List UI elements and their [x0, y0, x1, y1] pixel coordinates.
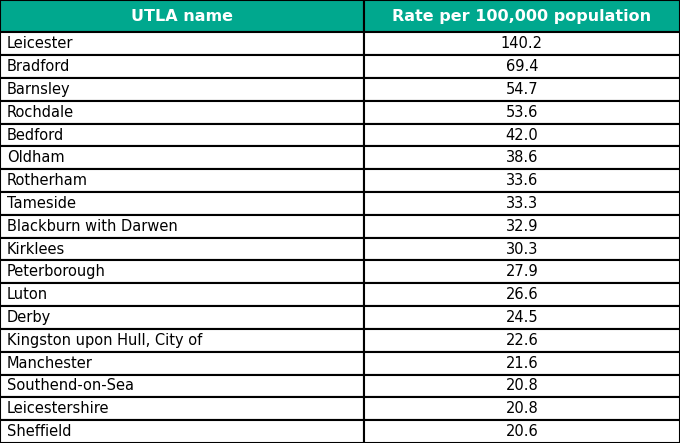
Bar — [0, 260, 364, 284]
Bar — [364, 237, 680, 260]
Bar — [364, 329, 680, 352]
Bar — [0, 306, 364, 329]
Bar — [0, 32, 364, 55]
Bar — [364, 397, 680, 420]
Text: Sheffield: Sheffield — [7, 424, 71, 439]
Bar — [0, 397, 364, 420]
Bar — [0, 192, 364, 215]
Bar — [0, 329, 364, 352]
Bar — [364, 101, 680, 124]
Text: Barnsley: Barnsley — [7, 82, 71, 97]
Text: 20.8: 20.8 — [505, 401, 539, 416]
Text: Kirklees: Kirklees — [7, 241, 65, 256]
Text: Rochdale: Rochdale — [7, 105, 74, 120]
Bar — [364, 306, 680, 329]
Bar — [364, 284, 680, 306]
Text: Kingston upon Hull, City of: Kingston upon Hull, City of — [7, 333, 202, 348]
Text: 27.9: 27.9 — [505, 264, 539, 280]
Bar — [364, 375, 680, 397]
Text: 20.8: 20.8 — [505, 378, 539, 393]
Text: UTLA name: UTLA name — [131, 9, 233, 23]
Text: Leicester: Leicester — [7, 36, 73, 51]
Text: 53.6: 53.6 — [506, 105, 538, 120]
Text: Oldham: Oldham — [7, 150, 65, 165]
Bar — [364, 352, 680, 375]
Bar — [0, 0, 364, 32]
Bar — [0, 101, 364, 124]
Text: 140.2: 140.2 — [501, 36, 543, 51]
Bar — [364, 78, 680, 101]
Text: 69.4: 69.4 — [506, 59, 538, 74]
Bar — [364, 192, 680, 215]
Bar — [0, 124, 364, 146]
Text: Southend-on-Sea: Southend-on-Sea — [7, 378, 134, 393]
Text: 38.6: 38.6 — [506, 150, 538, 165]
Text: Bedford: Bedford — [7, 128, 64, 143]
Text: Rate per 100,000 population: Rate per 100,000 population — [392, 9, 651, 23]
Bar — [364, 169, 680, 192]
Text: Luton: Luton — [7, 287, 48, 302]
Text: Bradford: Bradford — [7, 59, 70, 74]
Text: Blackburn with Darwen: Blackburn with Darwen — [7, 219, 177, 234]
Bar — [0, 352, 364, 375]
Bar — [364, 32, 680, 55]
Text: 42.0: 42.0 — [505, 128, 539, 143]
Text: 33.3: 33.3 — [506, 196, 538, 211]
Bar — [0, 420, 364, 443]
Text: 54.7: 54.7 — [506, 82, 538, 97]
Text: 21.6: 21.6 — [506, 356, 538, 371]
Text: 32.9: 32.9 — [506, 219, 538, 234]
Text: Manchester: Manchester — [7, 356, 92, 371]
Bar — [364, 215, 680, 237]
Bar — [0, 146, 364, 169]
Bar — [364, 146, 680, 169]
Bar — [0, 237, 364, 260]
Text: Tameside: Tameside — [7, 196, 75, 211]
Text: 33.6: 33.6 — [506, 173, 538, 188]
Text: 30.3: 30.3 — [506, 241, 538, 256]
Bar — [0, 375, 364, 397]
Bar — [0, 169, 364, 192]
Text: 26.6: 26.6 — [506, 287, 538, 302]
Bar — [364, 55, 680, 78]
Text: Peterborough: Peterborough — [7, 264, 105, 280]
Bar — [364, 420, 680, 443]
Bar — [364, 260, 680, 284]
Bar — [0, 55, 364, 78]
Bar — [0, 215, 364, 237]
Bar — [364, 0, 680, 32]
Text: Rotherham: Rotherham — [7, 173, 88, 188]
Text: 20.6: 20.6 — [505, 424, 539, 439]
Bar — [0, 78, 364, 101]
Bar — [364, 124, 680, 146]
Text: 24.5: 24.5 — [506, 310, 538, 325]
Text: Derby: Derby — [7, 310, 51, 325]
Text: 22.6: 22.6 — [505, 333, 539, 348]
Text: Leicestershire: Leicestershire — [7, 401, 109, 416]
Bar — [0, 284, 364, 306]
